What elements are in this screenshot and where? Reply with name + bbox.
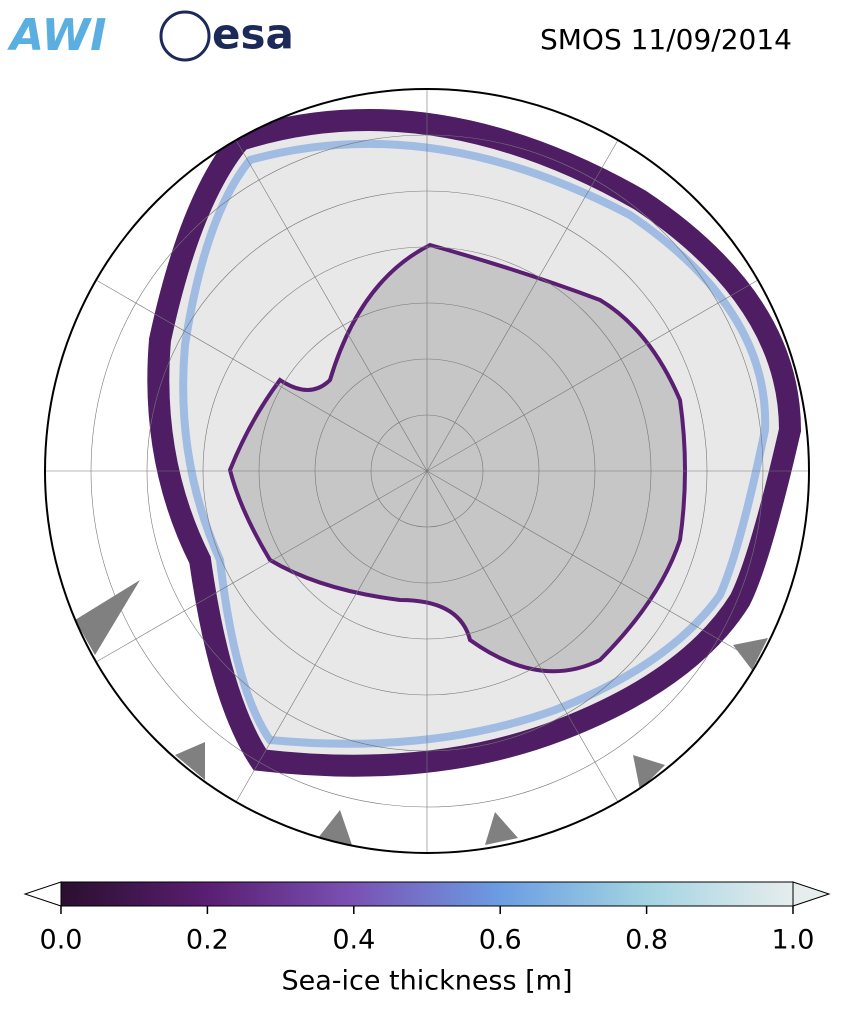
colorbar-extend-high: [792, 881, 831, 907]
colorbar: [60, 881, 794, 907]
title: SMOS 11/09/2014: [540, 23, 792, 56]
map: [45, 89, 809, 853]
antarctica: [227, 242, 687, 674]
colorbar-tick-label: 0.8: [625, 925, 668, 956]
colorbar-tick-label: 0.6: [479, 925, 522, 956]
esa-logo: esa: [212, 10, 294, 59]
colorbar-label: Sea-ice thickness [m]: [281, 966, 572, 997]
colorbar-tick-label: 0.4: [332, 925, 375, 956]
esa-emblem: [159, 10, 211, 62]
map-frame: [44, 88, 810, 854]
colorbar-tick-label: 1.0: [772, 925, 815, 956]
ice-edge: [179, 139, 770, 748]
graticule: [45, 89, 809, 853]
colorbar-extend-low: [23, 881, 62, 907]
colorbar-tick-label: 0.0: [40, 925, 83, 956]
awi-logo: AWI: [7, 10, 107, 61]
colorbar-tick-label: 0.2: [186, 925, 229, 956]
